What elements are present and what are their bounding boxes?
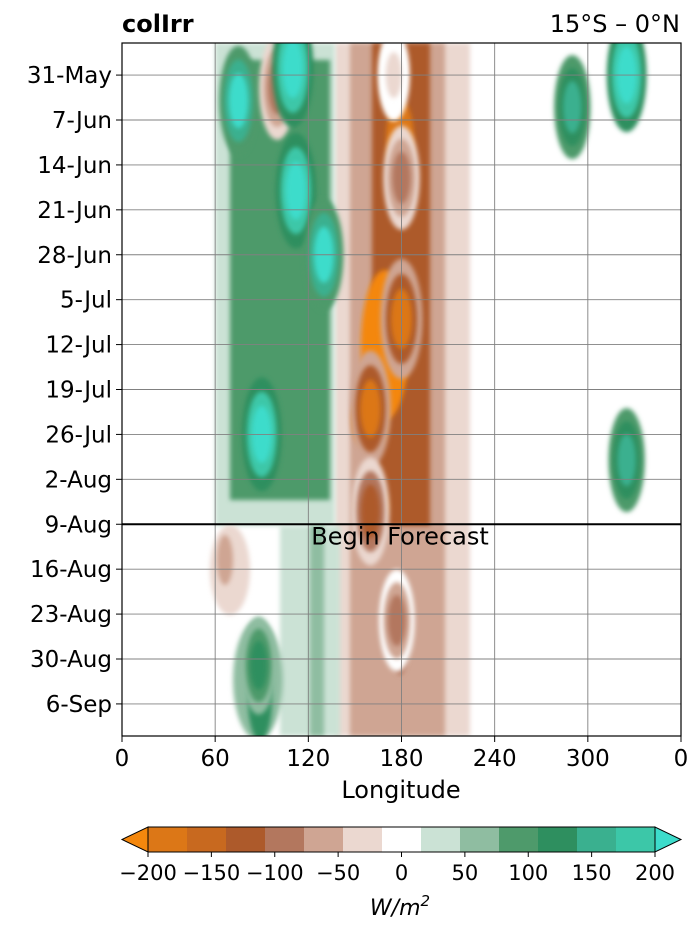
y-tick-label: 6-Sep bbox=[46, 692, 112, 718]
colorbar-segment bbox=[577, 827, 617, 852]
y-tick-label: 21-Jun bbox=[37, 198, 112, 224]
y-tick-label: 28-Jun bbox=[37, 243, 112, 269]
band-forecast-strip bbox=[310, 526, 324, 736]
colorbar: −200 −150 −100 −50 0 50 100 150 200 bbox=[119, 826, 683, 885]
chart-title: colIrr bbox=[122, 10, 194, 38]
x-tick-label: 0 bbox=[674, 746, 689, 772]
chart-subtitle: 15°S – 0°N bbox=[550, 10, 680, 38]
x-tick-label: 0 bbox=[115, 746, 130, 772]
colorbar-extend-low bbox=[120, 826, 149, 853]
contour-blob bbox=[282, 43, 304, 99]
colorbar-tick-label: 200 bbox=[635, 861, 675, 885]
y-tick-label: 30-Aug bbox=[30, 647, 112, 673]
y-tick-label: 9-Aug bbox=[45, 512, 112, 538]
x-tick-label: 300 bbox=[566, 746, 610, 772]
colorbar-label-base: W/m bbox=[370, 896, 421, 921]
colorbar-tick-label: 0 bbox=[395, 861, 408, 885]
colorbar-segment bbox=[304, 827, 344, 852]
colorbar-segment bbox=[382, 827, 422, 852]
y-tick-label: 26-Jul bbox=[45, 422, 112, 448]
y-axis-ticks: 31-May 7-Jun 14-Jun 21-Jun 28-Jun 5-Jul 12-Jul… bbox=[27, 63, 122, 718]
contour-blob bbox=[617, 434, 636, 487]
x-tick-label: 120 bbox=[286, 746, 330, 772]
y-tick-label: 16-Aug bbox=[30, 557, 112, 583]
colorbar-tick-label: −150 bbox=[183, 861, 241, 885]
colorbar-segment bbox=[226, 827, 266, 852]
colorbar-segment bbox=[538, 827, 578, 852]
colorbar-tick-label: −50 bbox=[316, 861, 360, 885]
colorbar-segment bbox=[187, 827, 227, 852]
x-tick-label: 60 bbox=[201, 746, 230, 772]
grid bbox=[122, 43, 681, 736]
y-tick-label: 23-Aug bbox=[30, 602, 112, 628]
colorbar-segment bbox=[499, 827, 539, 852]
contour-blob bbox=[387, 595, 406, 646]
x-axis-ticks: 0 60 120 180 240 300 0 bbox=[115, 736, 689, 772]
x-axis-label: Longitude bbox=[341, 776, 460, 804]
x-tick-label: 180 bbox=[380, 746, 424, 772]
y-tick-label: 19-Jul bbox=[45, 378, 112, 404]
colorbar-segment bbox=[265, 827, 305, 852]
colorbar-tick-label: 50 bbox=[452, 861, 479, 885]
contour-blob bbox=[563, 81, 582, 134]
y-tick-label: 5-Jul bbox=[60, 288, 112, 314]
colorbar-segment bbox=[616, 827, 656, 852]
colorbar-label: W/m2 bbox=[370, 892, 430, 921]
colorbar-tick-label: 100 bbox=[508, 861, 548, 885]
y-tick-label: 2-Aug bbox=[45, 467, 112, 493]
contour-blob bbox=[360, 379, 381, 438]
x-tick-label: 240 bbox=[473, 746, 517, 772]
colorbar-segment bbox=[421, 827, 461, 852]
contour-blob bbox=[228, 73, 249, 129]
y-tick-label: 7-Jun bbox=[52, 108, 112, 134]
band-forecast-brown-mid bbox=[217, 535, 233, 585]
y-tick-label: 12-Jul bbox=[45, 333, 112, 359]
colorbar-segment bbox=[460, 827, 500, 852]
colorbar-extend-high bbox=[654, 826, 683, 853]
forecast-label: Begin Forecast bbox=[311, 522, 489, 550]
y-tick-label: 14-Jun bbox=[37, 153, 112, 179]
colorbar-tick-label: −200 bbox=[119, 861, 177, 885]
colorbar-segment bbox=[148, 827, 188, 852]
colorbar-tick-label: −100 bbox=[246, 861, 304, 885]
plot-area bbox=[122, 43, 681, 736]
contour-blob bbox=[285, 161, 307, 220]
colorbar-tick-label: 150 bbox=[572, 861, 612, 885]
y-tick-label: 31-May bbox=[27, 63, 112, 89]
colorbar-segment bbox=[343, 827, 383, 852]
colorbar-label-superscript: 2 bbox=[421, 892, 431, 910]
contour-blob bbox=[250, 640, 268, 690]
